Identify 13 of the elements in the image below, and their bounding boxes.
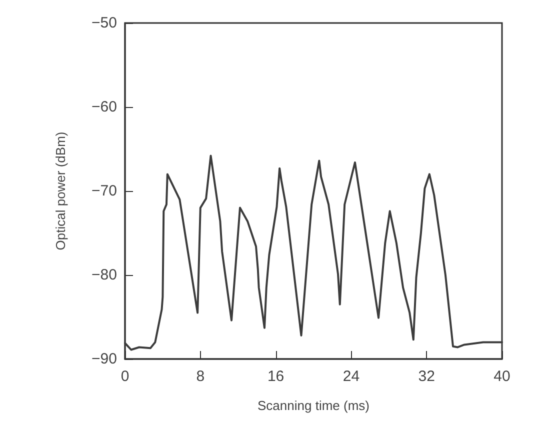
y-axis-title: Optical power (dBm) — [53, 132, 68, 250]
x-tick-label: 24 — [342, 368, 360, 385]
y-tick-label: −90 — [92, 350, 117, 368]
x-tick-label: 8 — [196, 368, 205, 385]
y-tick-label: −50 — [92, 14, 117, 32]
x-tick-label: 16 — [267, 368, 284, 385]
x-tick-label: 0 — [120, 368, 130, 385]
x-axis-title: Scanning time (ms) — [258, 398, 370, 413]
x-tick-label: 32 — [418, 368, 435, 385]
x-tick-label: 40 — [494, 368, 510, 385]
y-tick-label: −70 — [92, 182, 117, 200]
y-tick-label: −60 — [92, 98, 117, 116]
y-tick-label: −80 — [92, 266, 117, 284]
